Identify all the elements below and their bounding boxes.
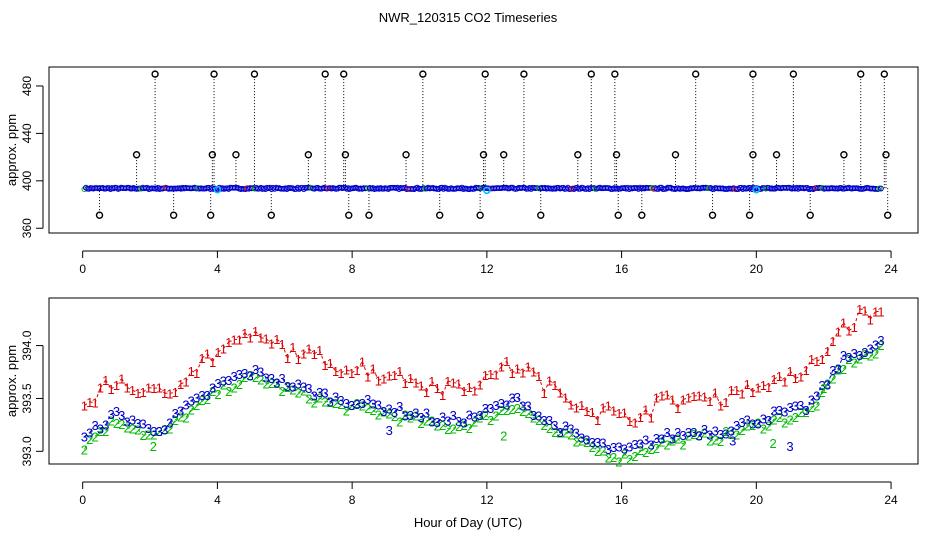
top-x-tick-label: 24 <box>884 262 898 276</box>
chart-title: NWR_120315 CO2 Timeseries <box>379 10 558 25</box>
bottom-x-tick-label: 4 <box>214 493 221 507</box>
bottom-y-axis-label: approx. ppm <box>4 345 19 417</box>
top-x-tick-label: 8 <box>349 262 356 276</box>
top-x-tick-label: 12 <box>480 262 494 276</box>
bottom-series-3-point: 3 <box>877 333 884 348</box>
bottom-outlier-point: 2 <box>500 428 507 443</box>
bottom-series-1-point: 1 <box>91 396 98 411</box>
top-x-tick-label: 16 <box>615 262 629 276</box>
bottom-x-tick-label: 24 <box>884 493 898 507</box>
bottom-y-tick-label: 393.0 <box>20 436 34 466</box>
bottom-outlier-point: 2 <box>150 439 157 454</box>
x-axis-label: Hour of Day (UTC) <box>414 515 522 530</box>
bottom-series-1-point: 1 <box>193 366 200 381</box>
bottom-series-1-point: 1 <box>851 320 858 335</box>
bottom-x-tick-label: 20 <box>750 493 764 507</box>
top-panel: 0 4 8 12 16 20 24 360 400 440 480 approx. ppm <box>4 67 918 276</box>
bottom-series-1-point: 1 <box>877 305 884 320</box>
top-x-tick-label: 0 <box>79 262 86 276</box>
top-plot-frame <box>49 67 918 233</box>
bottom-series-1-point: 1 <box>439 388 446 403</box>
bottom-series-1-point: 1 <box>647 411 654 426</box>
bottom-x-tick-label: 0 <box>79 493 86 507</box>
top-y-tick-label: 440 <box>20 123 34 143</box>
top-x-axis: 0 4 8 12 16 20 24 <box>79 251 898 276</box>
bottom-outlier-point: 2 <box>820 381 827 396</box>
bottom-x-tick-label: 16 <box>615 493 629 507</box>
bottom-y-axis: 393.0 393.5 394.0 <box>20 330 43 466</box>
top-y-axis: 360 400 440 480 <box>20 76 43 239</box>
bottom-series-3-point: 3 <box>835 361 842 376</box>
top-y-tick-label: 400 <box>20 170 34 190</box>
bottom-outlier-point: 3 <box>386 423 393 438</box>
bottom-x-tick-label: 12 <box>480 493 494 507</box>
bottom-outlier-point: 2 <box>770 436 777 451</box>
bottom-outlier-point: 3 <box>786 439 793 454</box>
top-y-axis-label: approx. ppm <box>4 114 19 186</box>
top-x-tick-label: 4 <box>214 262 221 276</box>
top-y-tick-label: 480 <box>20 76 34 96</box>
bottom-outlier-point: 3 <box>729 434 736 449</box>
top-y-tick-label: 360 <box>20 218 34 238</box>
bottom-x-axis: 0 4 8 12 16 20 24 <box>79 482 898 507</box>
bottom-x-tick-label: 8 <box>349 493 356 507</box>
top-panel-data <box>82 71 891 218</box>
bottom-y-tick-label: 394.0 <box>20 330 34 360</box>
top-x-tick-label: 20 <box>750 262 764 276</box>
bottom-y-tick-label: 393.5 <box>20 383 34 413</box>
